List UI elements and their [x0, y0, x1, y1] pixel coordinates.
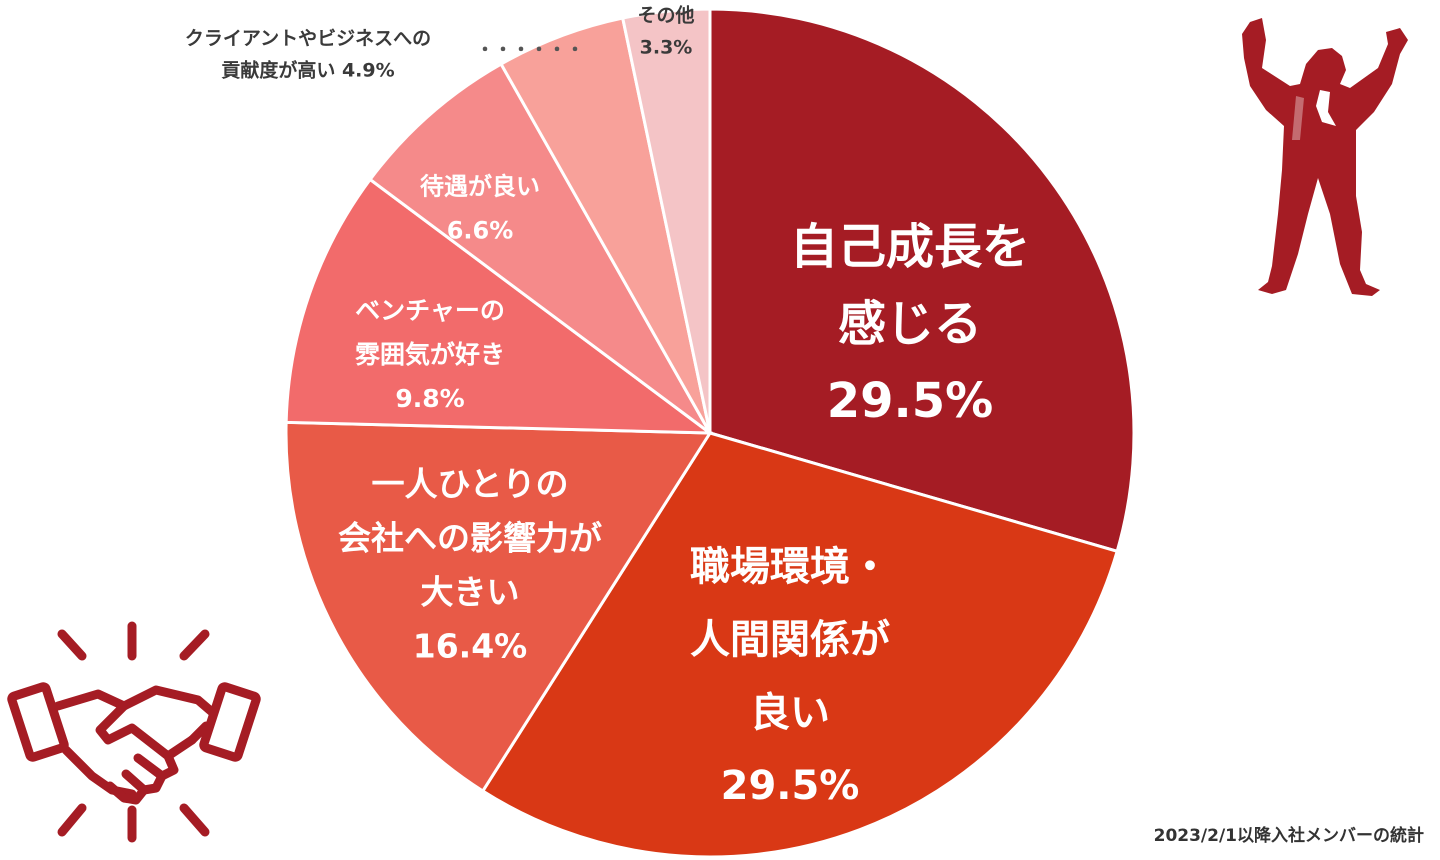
pie-slice-4: [284, 177, 715, 435]
pie-slice-5: [368, 61, 712, 435]
slice-value: 29.5%: [827, 373, 994, 429]
slice-value: 3.3%: [640, 37, 693, 59]
slice-label-line: 人間関係が: [690, 617, 890, 663]
footnote: 2023/2/1以降入社メンバーの統計: [1153, 826, 1424, 846]
slice-label-7: その他 3.3%: [637, 4, 694, 59]
slice-label-line: 自己成長を: [790, 219, 1030, 275]
leader-dots: ・・・・・・: [476, 40, 584, 61]
pie-slice-1: [708, 7, 1136, 554]
slice-label-line: 雰囲気が好き: [355, 340, 505, 369]
slice-label-line: 一人ひとりの: [371, 465, 568, 504]
slice-label-line: 良い: [750, 690, 830, 736]
slice-label-line: 感じる: [838, 296, 982, 352]
slice-value: 16.4%: [413, 627, 528, 666]
pie-slices: [284, 7, 1136, 859]
slice-label-line: 大きい: [421, 573, 520, 612]
slice-value: 29.5%: [721, 763, 860, 809]
slice-value: 9.8%: [395, 384, 464, 413]
celebrating-person-icon: [1242, 18, 1408, 296]
slice-label-line: 貢献度が高い 4.9%: [221, 59, 394, 82]
slice-label-5: 待遇が良い 6.6%: [420, 172, 540, 244]
slice-label-line: クライアントやビジネスへの: [185, 28, 431, 50]
slice-label-line: 職場環境・: [690, 544, 890, 590]
pie-slice-7: [620, 7, 712, 434]
handshake-icon: [7, 621, 261, 843]
slice-value: 6.6%: [447, 216, 514, 244]
slice-label-line: 会社への影響力が: [338, 519, 602, 558]
slice-label-line: その他: [637, 4, 694, 27]
pie-slice-2: [480, 431, 1120, 859]
slice-label-line: ベンチャーの: [355, 296, 505, 325]
pie-slice-3: [284, 420, 713, 794]
slice-label-line: 待遇が良い: [420, 172, 540, 200]
